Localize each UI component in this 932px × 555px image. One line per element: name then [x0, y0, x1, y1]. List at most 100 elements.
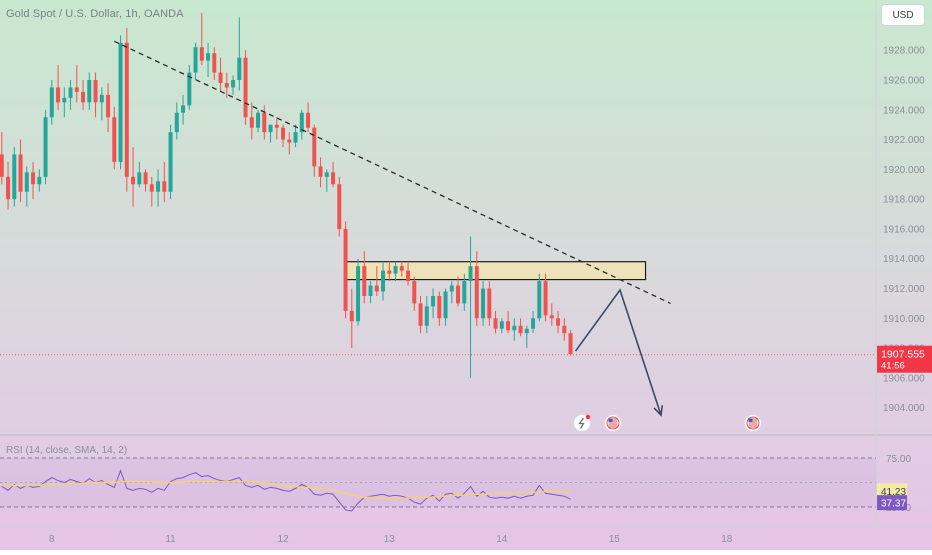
last-price-label: 1907.555 [881, 349, 925, 361]
projection-arrowhead [653, 405, 664, 417]
candle-body [524, 328, 529, 334]
candle-body [462, 281, 467, 304]
candle-body [406, 270, 411, 282]
candle-body [468, 266, 473, 282]
time-tick-label: 18 [721, 534, 733, 545]
candle-body [349, 310, 354, 322]
candle-body [374, 285, 379, 292]
candle-body [268, 124, 273, 133]
symbol-title[interactable]: Gold Spot / U.S. Dollar, 1h, OANDA [6, 8, 184, 20]
candle-body [474, 266, 479, 319]
candle-body [343, 228, 348, 311]
candle-body [499, 321, 504, 329]
event-marker-earnings[interactable] [573, 414, 591, 432]
candle-body [231, 80, 236, 88]
candle-body [249, 117, 254, 128]
candle-body [137, 172, 142, 185]
candle-body [174, 112, 179, 133]
candle-body [506, 321, 511, 331]
candle-body [287, 139, 292, 143]
candle-body [312, 127, 317, 167]
price-tick-label: 1904.000 [883, 403, 925, 414]
price-tick-label: 1906.000 [883, 373, 925, 384]
flag-canton [608, 418, 613, 422]
projection-path[interactable] [574, 288, 662, 416]
rsi-indicator-title[interactable]: RSI (14, close, SMA, 14, 2) [6, 445, 128, 456]
price-tick-label: 1914.000 [883, 254, 925, 265]
candle-body [437, 295, 442, 319]
event-marker-economic-1[interactable] [604, 414, 622, 432]
candle-body [424, 306, 429, 326]
candle-body [181, 105, 186, 113]
candle-body [99, 94, 104, 103]
candle-body [493, 318, 498, 329]
candle-body [18, 154, 23, 192]
candle-body [381, 270, 386, 292]
time-tick-label: 12 [277, 534, 289, 545]
candle-body [531, 318, 536, 329]
candle-body [449, 285, 454, 292]
currency-button[interactable]: USD [881, 4, 925, 26]
candle-body [443, 291, 448, 319]
time-scale[interactable]: 8 11 12 13 14 15 18 [0, 526, 932, 545]
last-price-badge[interactable] [877, 345, 932, 373]
candle-body [418, 303, 423, 326]
candle-body [306, 112, 311, 128]
candle-body [274, 124, 279, 128]
candle-body [412, 281, 417, 304]
time-tick-label: 14 [496, 534, 508, 545]
candle-body [362, 266, 367, 296]
candle-body [87, 80, 92, 103]
bar-countdown-label: 41:56 [881, 361, 905, 372]
candle-body [0, 154, 4, 177]
candle-body [224, 82, 229, 88]
price-tick-label: 1912.000 [883, 284, 925, 295]
candle-body [156, 181, 161, 192]
candle-body [124, 42, 129, 177]
candle-body [568, 333, 573, 355]
rsi-ma-value-label: 41.23 [881, 487, 906, 498]
main-pane[interactable] [0, 0, 932, 528]
candle-body [31, 172, 36, 185]
rsi-ma-line[interactable] [1, 480, 571, 499]
candle-body [368, 285, 373, 296]
event-marker-economic-2[interactable] [744, 414, 762, 432]
time-tick-label: 15 [609, 534, 621, 545]
candle-body [43, 117, 48, 177]
candle-body [143, 172, 148, 185]
candle-body [324, 172, 329, 177]
candle-body [487, 288, 492, 319]
notification-dot [585, 414, 591, 420]
flag-canton [748, 418, 753, 422]
candle-body [56, 87, 61, 103]
candle-body [187, 72, 192, 106]
time-tick-label: 13 [384, 534, 396, 545]
candle-body [399, 266, 404, 271]
rsi-value-label: 37.37 [881, 499, 906, 510]
price-tick-label: 1916.000 [883, 224, 925, 235]
candle-body [49, 87, 54, 118]
candle-body [37, 176, 42, 185]
candle-body [356, 266, 361, 322]
candle-body [337, 184, 342, 229]
candle-body [212, 53, 217, 73]
candle-body [512, 325, 517, 331]
candle-body [543, 281, 548, 316]
candle-body [318, 166, 323, 177]
candle-body [74, 87, 79, 92]
downtrend-line[interactable] [114, 40, 671, 304]
candle-body [393, 266, 398, 274]
candle-body [299, 112, 304, 133]
candle-body [256, 112, 261, 128]
time-tick-label: 11 [165, 534, 176, 545]
candle-body [131, 176, 136, 185]
price-tick-label: 1922.000 [883, 135, 925, 146]
candle-body [456, 285, 461, 304]
candle-body [106, 94, 111, 118]
price-scale[interactable]: 1928.000 1926.000 1924.000 1922.000 1920.000… [877, 46, 932, 414]
candle-body [68, 87, 73, 98]
price-tick-label: 1910.000 [883, 314, 925, 325]
